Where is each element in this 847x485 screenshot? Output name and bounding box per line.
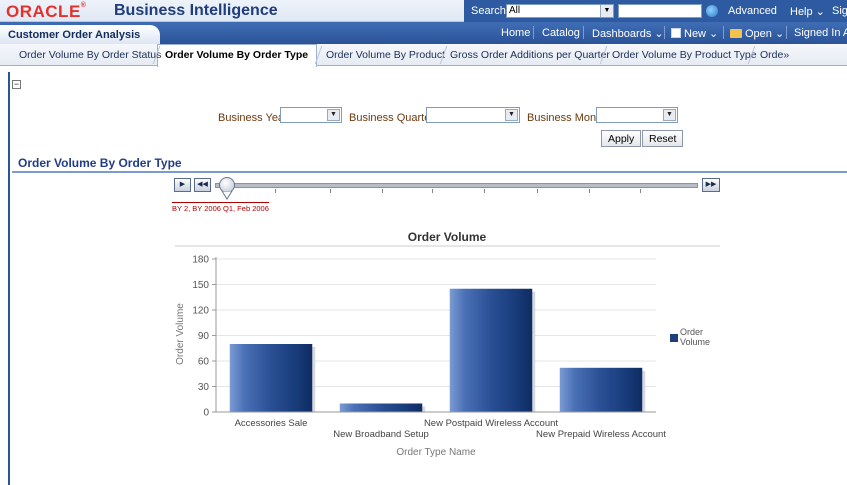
signed-in-label: Signed In As bbox=[794, 27, 847, 39]
home-link[interactable]: Home bbox=[501, 27, 531, 39]
chevron-down-icon: ▼ bbox=[505, 109, 518, 121]
x-tick-label: New Prepaid Wireless Account bbox=[536, 429, 666, 440]
search-scope-select[interactable]: All ▼ bbox=[506, 4, 614, 18]
dashboard-bar bbox=[0, 22, 847, 44]
y-tick-label: 120 bbox=[192, 306, 209, 317]
dashboard-title: Customer Order Analysis bbox=[0, 25, 160, 44]
search-input[interactable] bbox=[618, 4, 702, 18]
slider-tick bbox=[382, 189, 383, 193]
tab-order-type[interactable]: Order Volume By Order Type bbox=[165, 49, 309, 61]
slider-tick bbox=[432, 189, 433, 193]
y-tick-label: 30 bbox=[198, 382, 210, 393]
advanced-link[interactable]: Advanced bbox=[728, 5, 777, 17]
order-volume-chart: Order Volume 0 30 60 90 120 150 180 Accessories… bbox=[175, 230, 720, 458]
y-tick-label: 150 bbox=[192, 280, 209, 291]
business-quarter-select[interactable]: ▼ bbox=[426, 107, 520, 123]
business-year-label: Business Year bbox=[218, 112, 288, 124]
search-label: Search bbox=[471, 5, 506, 17]
slider-track[interactable] bbox=[215, 183, 698, 188]
slider-tick bbox=[589, 189, 590, 193]
chevron-down-icon: ▼ bbox=[327, 109, 340, 121]
tab-gross-additions[interactable]: Gross Order Additions per Quarter bbox=[450, 49, 610, 61]
slider-tick bbox=[484, 189, 485, 193]
chevron-down-icon: ▼ bbox=[663, 109, 676, 121]
tab-order-status[interactable]: Order Volume By Order Status bbox=[19, 49, 162, 61]
new-icon bbox=[671, 28, 681, 38]
new-menu[interactable]: New ⌄ bbox=[671, 27, 718, 40]
slider-tick bbox=[537, 189, 538, 193]
folder-icon bbox=[730, 29, 742, 38]
step-back-icon[interactable]: ◀◀ bbox=[194, 178, 211, 192]
collapse-icon[interactable]: − bbox=[12, 79, 21, 89]
chart-axes: 0 30 60 90 120 150 180 Accessories Sale New Broa… bbox=[192, 255, 666, 441]
help-menu[interactable]: Help ⌄ bbox=[790, 6, 825, 18]
slider-tick bbox=[275, 189, 276, 193]
dashboards-menu[interactable]: Dashboards ⌄ bbox=[592, 28, 664, 40]
product-title: Business Intelligence bbox=[114, 2, 278, 19]
divider bbox=[723, 26, 724, 39]
tab-more[interactable]: Orde» bbox=[760, 49, 790, 61]
oracle-logo: ORACLE® bbox=[6, 2, 87, 21]
bar bbox=[449, 288, 533, 412]
bar bbox=[339, 403, 423, 412]
chevron-down-icon: ▼ bbox=[600, 5, 613, 17]
open-menu[interactable]: Open ⌄ bbox=[730, 27, 784, 40]
divider bbox=[583, 26, 584, 39]
business-quarter-label: Business Quarter bbox=[349, 112, 434, 124]
y-axis-label: Order Volume bbox=[175, 303, 186, 365]
x-axis-label: Order Type Name bbox=[396, 447, 476, 458]
x-tick-label: New Postpaid Wireless Account bbox=[424, 418, 558, 429]
business-year-select[interactable]: ▼ bbox=[280, 107, 342, 123]
tab-product-type[interactable]: Order Volume By Product Type bbox=[612, 49, 757, 61]
search-go-icon[interactable] bbox=[706, 5, 718, 17]
chart-title: Order Volume bbox=[408, 230, 487, 244]
report-title: Order Volume By Order Type bbox=[18, 156, 182, 170]
business-month-label: Business Month bbox=[527, 112, 606, 124]
bar bbox=[229, 344, 313, 412]
legend-label: Order Volume bbox=[680, 327, 710, 347]
business-month-select[interactable]: ▼ bbox=[596, 107, 678, 123]
x-tick-label: New Broadband Setup bbox=[333, 429, 429, 440]
catalog-link[interactable]: Catalog bbox=[542, 27, 580, 39]
divider bbox=[533, 26, 534, 39]
x-tick-label: Accessories Sale bbox=[235, 418, 308, 429]
legend-swatch bbox=[670, 334, 678, 342]
sign-out-link[interactable]: Sig bbox=[832, 5, 847, 17]
y-tick-label: 60 bbox=[198, 357, 210, 368]
title-underline bbox=[12, 171, 847, 173]
slider-tick bbox=[330, 189, 331, 193]
chart-bars bbox=[229, 288, 646, 412]
slider-value-label: BY 2, BY 2006 Q1, Feb 2006 bbox=[172, 202, 269, 213]
slider-tick bbox=[640, 189, 641, 193]
divider bbox=[786, 26, 787, 39]
y-tick-label: 180 bbox=[192, 255, 209, 266]
bar bbox=[559, 367, 643, 412]
reset-button[interactable]: Reset bbox=[642, 130, 684, 147]
slider-pointer-icon bbox=[221, 191, 233, 200]
y-tick-label: 0 bbox=[203, 408, 209, 419]
content-frame bbox=[8, 72, 847, 485]
divider bbox=[664, 26, 665, 39]
step-forward-icon[interactable]: ▶▶ bbox=[702, 178, 720, 192]
play-icon[interactable]: ▶ bbox=[174, 178, 191, 192]
apply-button[interactable]: Apply bbox=[601, 130, 642, 147]
tab-order-product[interactable]: Order Volume By Product bbox=[326, 49, 446, 61]
y-tick-label: 90 bbox=[198, 331, 210, 342]
